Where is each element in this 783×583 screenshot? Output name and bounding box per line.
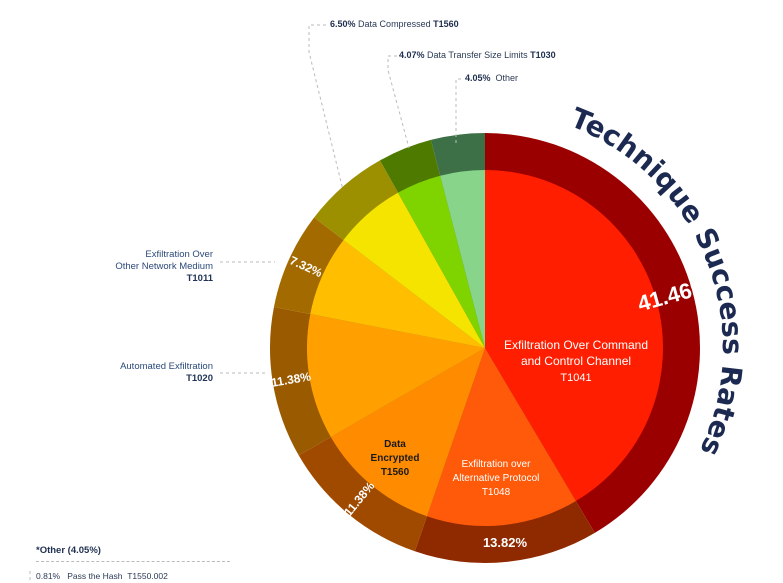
footnote-title: *Other (4.05%) [36, 545, 101, 556]
pie-slice-5 [343, 192, 485, 348]
alt-label-code: T1048 [482, 487, 511, 498]
label-automated-exfiltration: Automated Exfiltration T1020 [120, 361, 213, 384]
pie-slice-7 [440, 170, 485, 348]
enc-label-line2: Encrypted [371, 453, 420, 464]
pie-slice-0 [485, 170, 663, 502]
slice-percent-label-1: 13.82% [483, 535, 528, 550]
c2-label-line2: and Control Channel [521, 354, 631, 368]
callout-data-compressed: 6.50% Data Compressed T1560 [330, 19, 459, 29]
footnote-divider [36, 561, 230, 562]
leader-data-transfer-size [387, 55, 410, 149]
footnote-row: 0.81% Pass the Hash T1550.002 [36, 571, 168, 581]
callout-other: 4.05% Other [465, 73, 519, 83]
enc-label-code: T1560 [381, 467, 410, 478]
pie-slice-6 [398, 175, 485, 348]
leader-data-compressed [308, 24, 344, 191]
callout-data-transfer-size-limits: 4.07% Data Transfer Size Limits T1030 [399, 50, 556, 60]
pie-slice-2 [330, 348, 485, 517]
alt-label-line1: Exfiltration over [462, 459, 532, 470]
c2-label-code: T1041 [560, 372, 591, 384]
alt-label-line2: Alternative Protocol [453, 473, 540, 484]
pie-slice-1 [426, 348, 576, 526]
enc-label-line1: Data [384, 439, 406, 450]
pie-slice-3 [306, 314, 485, 437]
c2-label-line1: Exfiltration Over Command [504, 338, 648, 352]
leader-other [455, 78, 461, 145]
label-other-network-medium: Exfiltration Over Other Network Medium T… [115, 249, 213, 284]
pie-slice-4 [310, 239, 485, 348]
slice-percent-label-3: 11.38% [270, 369, 312, 389]
